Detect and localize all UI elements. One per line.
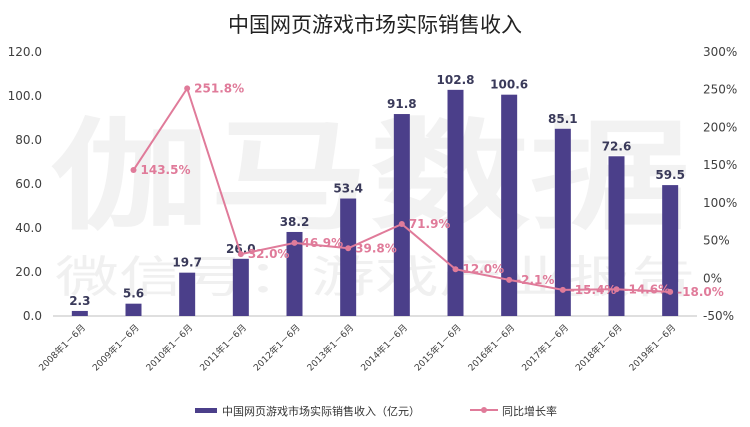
x-tick-label: 2012年1－6月 — [251, 322, 303, 374]
bar — [554, 128, 571, 316]
growth-value-label: -14.6% — [624, 282, 671, 296]
growth-point — [452, 266, 459, 273]
right-axis-tick: 100% — [703, 196, 737, 210]
growth-value-label: 71.9% — [409, 217, 451, 231]
x-tick-label: 2015年1－6月 — [412, 322, 464, 374]
right-axis-tick: 150% — [703, 158, 737, 172]
growth-point — [345, 245, 352, 252]
bar-value-label: 2.3 — [69, 294, 90, 308]
bar — [232, 258, 249, 316]
x-tick-label: 2008年1－6月 — [36, 322, 88, 374]
x-tick-label: 2019年1－6月 — [626, 322, 678, 374]
left-axis-tick: 20.0 — [15, 265, 42, 279]
left-axis-tick: 80.0 — [15, 133, 42, 147]
bar — [71, 310, 88, 316]
bar-value-label: 59.5 — [655, 168, 685, 182]
growth-point — [613, 286, 620, 293]
growth-value-label: -2.1% — [516, 273, 554, 287]
right-axis-tick: 200% — [703, 120, 737, 134]
legend-bar-label: 中国网页游戏市场实际销售收入（亿元） — [222, 404, 420, 418]
bar — [447, 89, 464, 316]
growth-point — [667, 288, 674, 295]
bar — [501, 94, 518, 317]
growth-point — [398, 221, 405, 228]
bar-value-label: 72.6 — [602, 139, 632, 153]
growth-value-label: -18.0% — [677, 285, 724, 299]
legend: 中国网页游戏市场实际销售收入（亿元） 同比增长率 — [195, 404, 557, 418]
growth-value-label: 251.8% — [194, 81, 244, 95]
x-axis-ticks: 2008年1－6月 2009年1－6月 2010年1－6月 2011年1－6月 2012… — [36, 322, 678, 374]
right-axis-tick: 0% — [703, 271, 722, 285]
growth-point — [237, 251, 244, 258]
growth-line-series — [130, 85, 674, 295]
right-axis-tick: 50% — [703, 234, 730, 248]
growth-value-label: 39.8% — [355, 241, 397, 255]
left-axis-tick: 120.0 — [8, 45, 42, 59]
bar-series — [71, 89, 679, 317]
growth-value-label: 32.0% — [248, 247, 290, 261]
x-tick-label: 2018年1－6月 — [573, 322, 625, 374]
bar-value-label: 91.8 — [387, 97, 417, 111]
watermark-sub: 微信号：游戏产业报告 — [55, 252, 695, 303]
growth-point — [506, 276, 513, 283]
bar-value-label: 38.2 — [280, 215, 310, 229]
right-axis-tick: 300% — [703, 45, 737, 59]
left-axis-tick: 100.0 — [8, 89, 42, 103]
bar — [340, 198, 357, 316]
bar-value-label: 100.6 — [490, 78, 528, 92]
bar-value-label: 102.8 — [437, 73, 475, 87]
bar — [662, 185, 679, 316]
left-axis-tick: 40.0 — [15, 221, 42, 235]
bar — [125, 303, 142, 316]
bar-value-label: 85.1 — [548, 112, 578, 126]
x-tick-label: 2016年1－6月 — [465, 322, 517, 374]
growth-data-labels: 143.5% 251.8% 32.0% 46.9% 39.8% 71.9% 12.0% -2.… — [141, 81, 724, 299]
bar — [393, 114, 410, 316]
bar-value-label: 5.6 — [123, 287, 144, 301]
x-tick-label: 2017年1－6月 — [519, 322, 571, 374]
growth-value-label: 143.5% — [141, 163, 191, 177]
right-axis-tick: 250% — [703, 83, 737, 97]
right-axis-tick: -50% — [703, 309, 734, 323]
growth-value-label: 12.0% — [463, 262, 505, 276]
left-axis-tick: 60.0 — [15, 177, 42, 191]
x-tick-label: 2010年1－6月 — [143, 322, 195, 374]
right-axis: -50% 0% 50% 100% 150% 200% 250% 300% — [703, 45, 737, 323]
x-tick-label: 2013年1－6月 — [304, 322, 356, 374]
bar — [608, 156, 625, 316]
growth-value-label: -15.4% — [570, 283, 617, 297]
watermark: 伽马数据 微信号：游戏产业报告 — [50, 108, 695, 303]
left-axis: 0.0 20.0 40.0 60.0 80.0 100.0 120.0 — [8, 45, 42, 323]
x-tick-label: 2014年1－6月 — [358, 322, 410, 374]
x-tick-label: 2011年1－6月 — [197, 322, 249, 374]
bar — [179, 272, 196, 316]
growth-point — [184, 85, 191, 92]
growth-point — [291, 239, 298, 246]
bar-value-label: 19.7 — [172, 256, 202, 270]
legend-line-marker — [481, 407, 487, 413]
bar — [286, 231, 303, 316]
legend-line-label: 同比增长率 — [502, 404, 557, 418]
bar-value-label: 53.4 — [333, 182, 363, 196]
chart-title: 中国网页游戏市场实际销售收入 — [228, 13, 522, 37]
growth-value-label: 46.9% — [302, 236, 344, 250]
growth-point — [559, 286, 566, 293]
left-axis-tick: 0.0 — [23, 309, 42, 323]
x-tick-label: 2009年1－6月 — [90, 322, 142, 374]
watermark-main: 伽马数据 — [50, 108, 690, 247]
growth-point — [130, 167, 137, 174]
legend-bar-swatch — [195, 408, 217, 413]
